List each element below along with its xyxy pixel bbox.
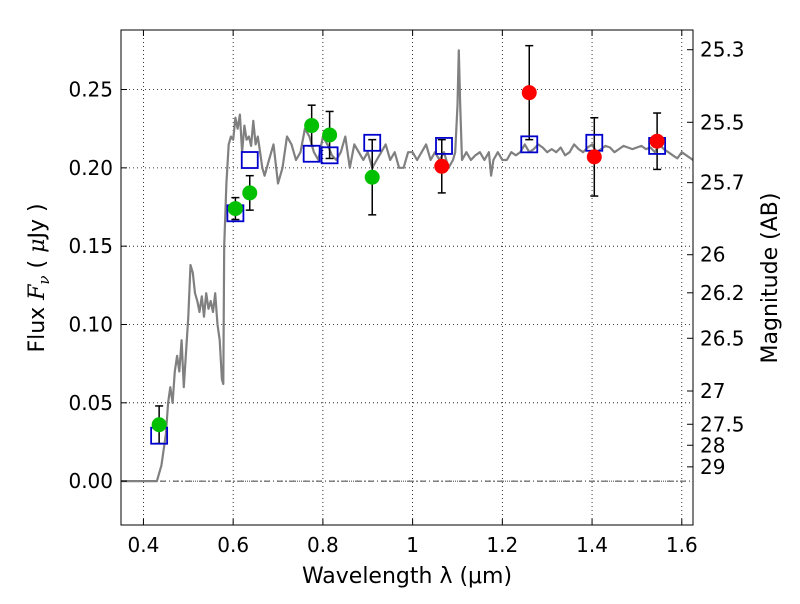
square-marker: [363, 133, 382, 152]
right-tick-label: 27.5: [700, 412, 745, 436]
square-marker: [240, 151, 259, 169]
right-tick-label: 27: [700, 379, 725, 403]
red-point: [521, 85, 537, 101]
right-tick-label: 26.5: [700, 326, 745, 350]
green-point: [364, 169, 380, 185]
right-tick-label: 28: [700, 433, 725, 457]
x-tick-label: 0.4: [128, 533, 160, 557]
y-tick-label: 0.20: [68, 156, 113, 180]
green-point: [227, 201, 243, 217]
green-point: [304, 118, 320, 134]
right-axis-label: Magnitude (AB): [758, 193, 783, 364]
green-point: [322, 127, 338, 143]
x-axis-ticks: 0.4 0.6 0.8 1 1.2 1.4 1.6: [128, 30, 698, 557]
y-tick-label: 0.00: [68, 469, 113, 493]
model-photometry-squares: [150, 133, 667, 445]
right-tick-label: 25.5: [700, 110, 745, 134]
x-tick-label: 1: [406, 533, 419, 557]
x-tick-label: 1.4: [576, 533, 608, 557]
square-marker: [320, 146, 339, 165]
square-marker: [435, 137, 453, 155]
observed-photometry-points: [151, 85, 665, 433]
y-tick-label: 0.25: [68, 78, 113, 102]
model-spectrum-line: [121, 49, 694, 483]
right-tick-label: 26.2: [700, 281, 745, 305]
green-point: [242, 185, 258, 201]
y-axis-ticks: 0.00 0.05 0.10 0.15 0.20 0.25: [68, 78, 127, 493]
square-marker: [520, 135, 539, 154]
green-point: [151, 417, 167, 433]
plot-frame: [120, 29, 694, 526]
right-tick-label: 29: [700, 455, 725, 479]
x-tick-label: 0.6: [217, 533, 249, 557]
right-tick-label: 25.7: [700, 171, 745, 195]
x-tick-label: 0.8: [307, 533, 339, 557]
x-axis-label: Wavelength λ (μm): [302, 564, 512, 589]
square-marker: [302, 144, 321, 163]
red-point: [434, 158, 450, 174]
y-tick-label: 0.10: [68, 312, 113, 336]
red-point: [649, 133, 665, 149]
model-spectrum: [121, 49, 694, 483]
x-tick-label: 1.2: [486, 533, 518, 557]
grid: [121, 30, 693, 525]
right-tick-label: 25.3: [700, 38, 745, 62]
y-tick-label: 0.15: [68, 234, 113, 258]
x-tick-label: 1.6: [666, 533, 698, 557]
right-tick-label: 26: [700, 243, 725, 267]
red-point: [586, 149, 602, 165]
y-tick-label: 0.05: [68, 391, 113, 415]
